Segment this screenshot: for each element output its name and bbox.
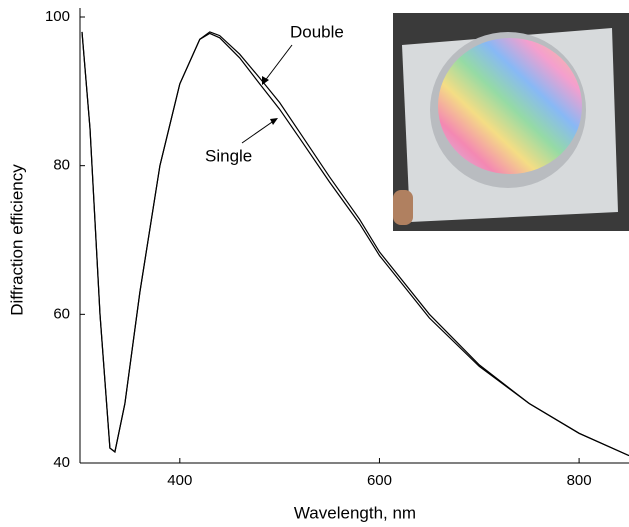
label-bg: [285, 20, 367, 46]
x-axis-title: Wavelength, nm: [294, 503, 416, 522]
y-tick-label: 100: [45, 8, 70, 25]
label-bg: [182, 143, 264, 171]
x-tick-label: 400: [167, 472, 192, 489]
y-tick-label: 60: [53, 305, 70, 322]
line-series: [81, 31, 629, 457]
y-axis-title: Diffraction efficiency: [7, 164, 26, 316]
x-tick-label: 800: [567, 472, 592, 489]
y-tick-label: 80: [53, 157, 70, 174]
inset-photo: [393, 13, 629, 231]
annotation: Double: [290, 22, 344, 41]
annotation: Single: [205, 146, 252, 165]
x-tick-label: 600: [367, 472, 392, 489]
y-tick-label: 40: [53, 454, 70, 471]
